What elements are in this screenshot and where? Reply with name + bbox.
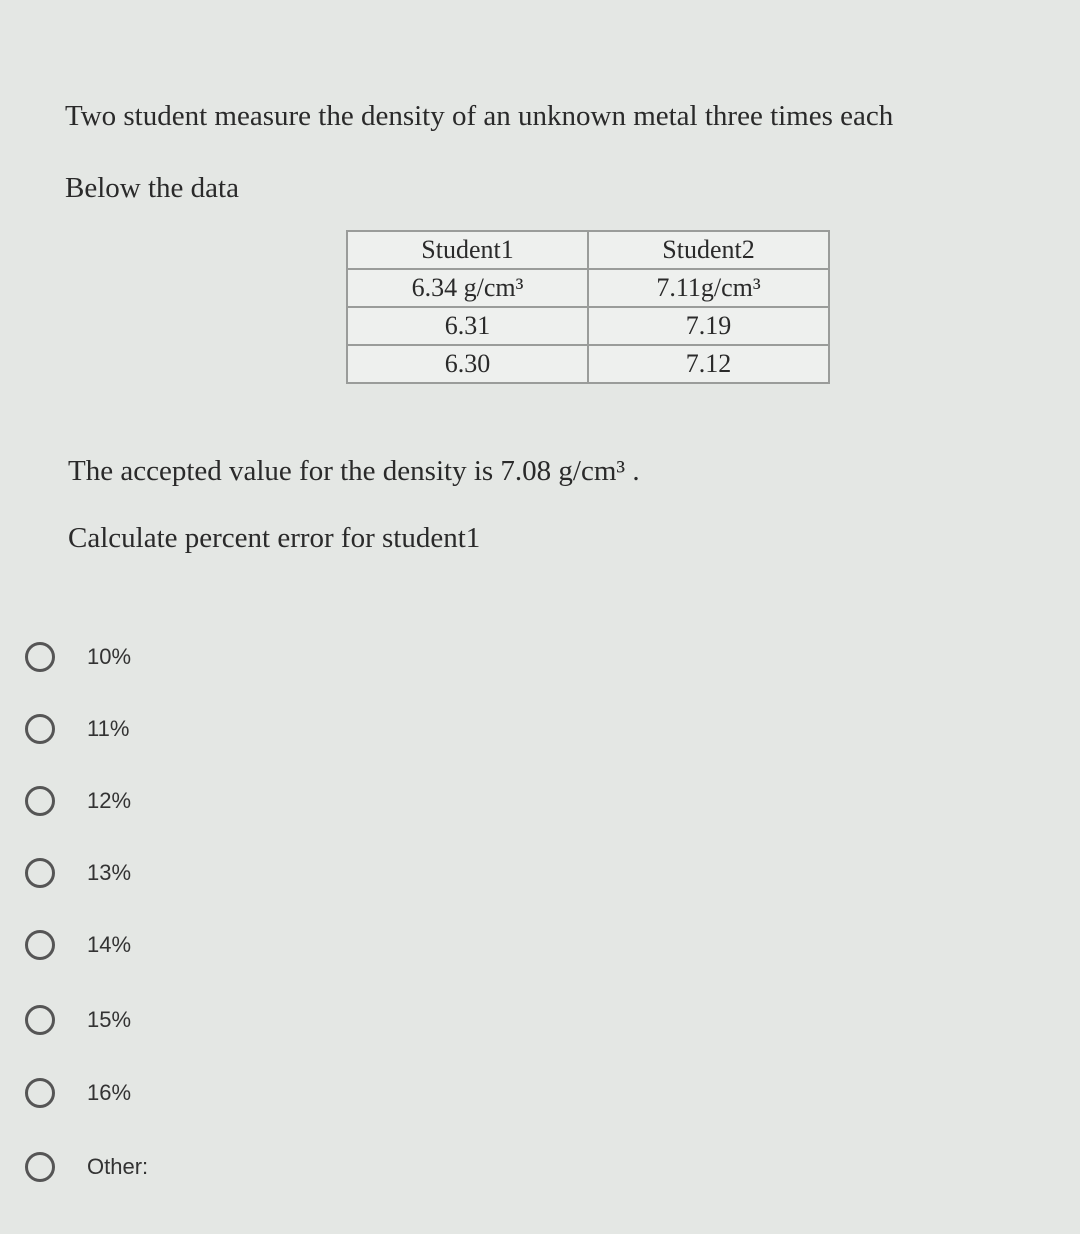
cell: 7.12 (587, 344, 830, 384)
cell: 6.31 (346, 306, 589, 346)
table-row: 6.31 7.19 (346, 306, 830, 346)
table-row: 6.34 g/cm³ 7.11g/cm³ (346, 268, 830, 308)
option[interactable]: 10% (25, 637, 131, 677)
table-header: Student1 Student2 (346, 230, 830, 270)
option[interactable]: 15% (25, 1000, 131, 1040)
radio-button[interactable] (25, 714, 55, 744)
option[interactable]: 16% (25, 1073, 131, 1113)
header-cell: Student1 (346, 230, 589, 270)
option-label[interactable]: 16% (87, 1080, 132, 1105)
prompt: Calculate percent error for student1 (68, 522, 481, 554)
option[interactable]: Other: (25, 1147, 148, 1187)
option-label[interactable]: 13% (87, 860, 132, 885)
option[interactable]: 12% (25, 781, 131, 821)
cell: 6.30 (346, 344, 589, 384)
option-label[interactable]: 12% (87, 788, 132, 813)
cell: 7.19 (587, 306, 830, 346)
radio-button[interactable] (25, 1005, 55, 1035)
option[interactable]: 14% (25, 925, 131, 965)
question-line: Below the data (65, 172, 239, 204)
cell: 7.11g/cm³ (587, 268, 830, 308)
option[interactable]: 11% (25, 709, 129, 749)
cell: 6.34 g/cm³ (346, 268, 589, 308)
accepted-value: The accepted value for the density is 7.… (68, 455, 640, 487)
table-row: 6.30 7.12 (346, 344, 830, 384)
radio-button[interactable] (25, 642, 55, 672)
radio-button[interactable] (25, 786, 55, 816)
radio-button[interactable] (25, 1152, 55, 1182)
radio-button[interactable] (25, 858, 55, 888)
option-label[interactable]: 11% (87, 716, 130, 741)
option[interactable]: 13% (25, 853, 131, 893)
header-cell: Student2 (587, 230, 830, 270)
data-table: Student1 Student2 6.34 g/cm³ 7.11g/cm³ 6… (346, 230, 830, 384)
option-label[interactable]: 10% (87, 644, 132, 669)
question-line: Two student measure the density of an un… (65, 100, 894, 132)
option-label[interactable]: 15% (87, 1007, 132, 1032)
radio-button[interactable] (25, 1078, 55, 1108)
radio-button[interactable] (25, 930, 55, 960)
option-label[interactable]: Other: (87, 1154, 149, 1179)
option-label[interactable]: 14% (87, 932, 132, 957)
